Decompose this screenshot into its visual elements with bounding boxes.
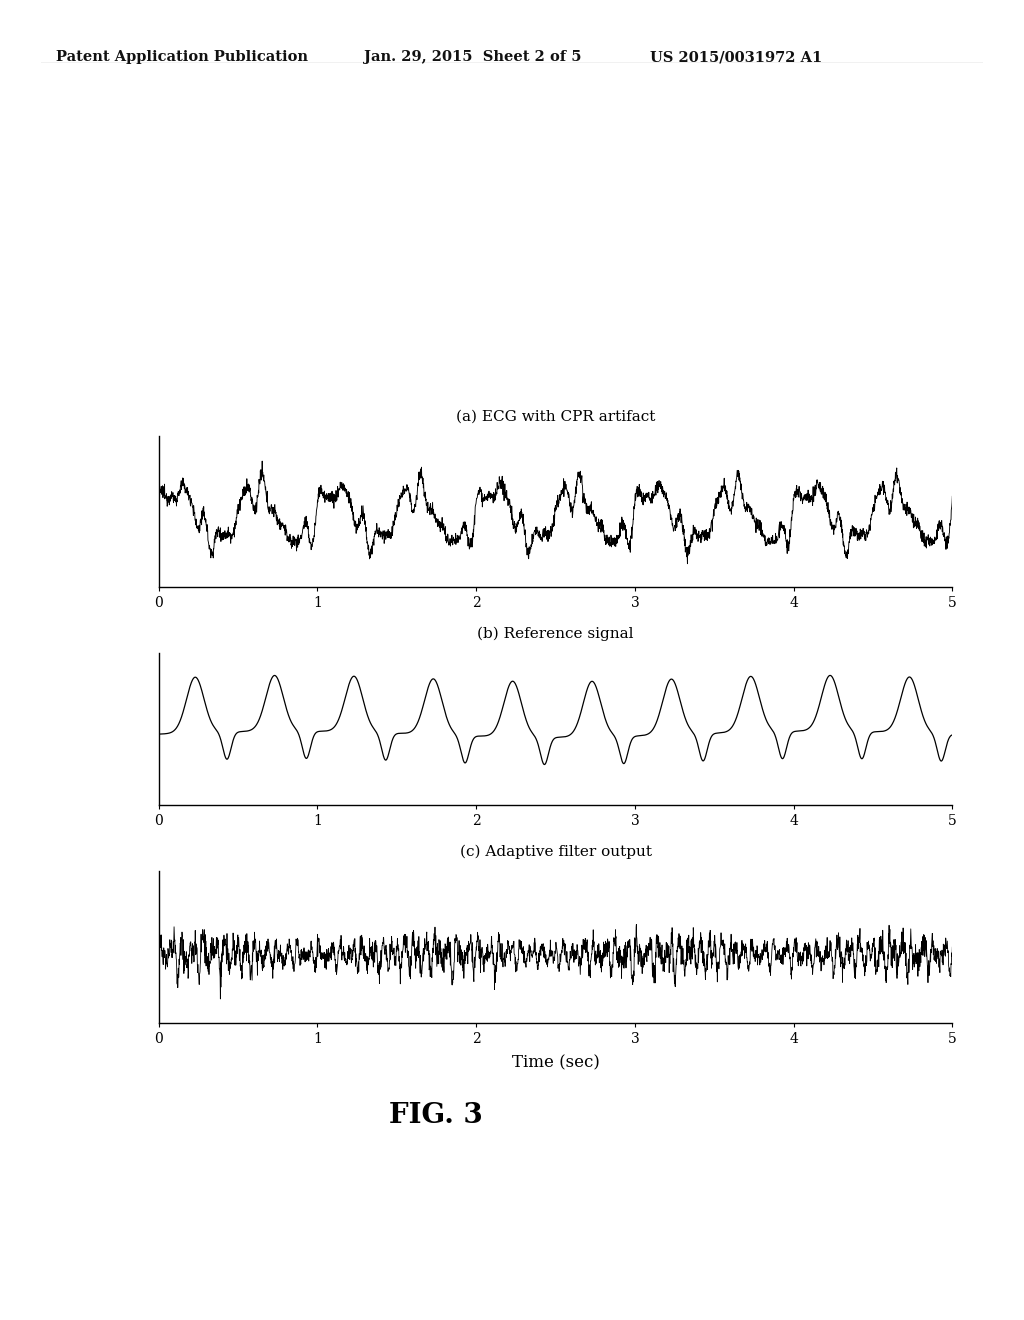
Text: Patent Application Publication: Patent Application Publication <box>56 50 308 65</box>
Text: US 2015/0031972 A1: US 2015/0031972 A1 <box>650 50 822 65</box>
Text: (a) ECG with CPR artifact: (a) ECG with CPR artifact <box>456 409 655 424</box>
Text: (b) Reference signal: (b) Reference signal <box>477 627 634 642</box>
Text: (c) Adaptive filter output: (c) Adaptive filter output <box>460 845 651 859</box>
X-axis label: Time (sec): Time (sec) <box>512 1055 599 1072</box>
Text: FIG. 3: FIG. 3 <box>389 1102 483 1129</box>
Text: Jan. 29, 2015  Sheet 2 of 5: Jan. 29, 2015 Sheet 2 of 5 <box>364 50 581 65</box>
